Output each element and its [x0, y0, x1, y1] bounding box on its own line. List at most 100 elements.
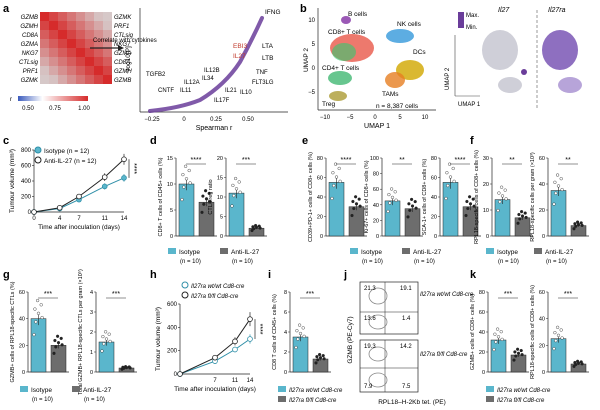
- data-point: [316, 358, 320, 362]
- heatmap-cell: [76, 12, 85, 21]
- umap-xtick: 5: [398, 115, 402, 121]
- y-tick-label: 0: [320, 234, 323, 240]
- data-point: [232, 338, 238, 345]
- heatmap-row-label-right: NKG7: [114, 42, 131, 48]
- bar: [292, 336, 309, 373]
- heatmap-cell: [67, 12, 76, 21]
- legend-text: Anti-IL-27: [231, 249, 260, 256]
- series-line: [179, 318, 251, 375]
- data-point: [444, 196, 448, 201]
- bar: [442, 182, 459, 237]
- volcano-plot: −log10[P] Spearman r −0.25 0 0.25 0.50 I…: [125, 8, 288, 132]
- y-tick-label: 0: [542, 234, 545, 240]
- flow-quadrant: 7.9: [364, 384, 373, 390]
- legend-n: (n = 10): [232, 259, 253, 265]
- volcano-label: IL34: [202, 76, 214, 82]
- y-axis-label: RPL18-specific cells per gram (×10³): [530, 152, 536, 242]
- heatmap-cell: [76, 57, 85, 66]
- heatmap-cell: [85, 48, 94, 57]
- data-point: [334, 175, 339, 179]
- heatmap-cell: [85, 75, 94, 84]
- data-point: [496, 335, 501, 339]
- x-tick-label: 4: [58, 216, 62, 222]
- data-point: [202, 202, 206, 206]
- data-point: [238, 190, 242, 194]
- significance-stars: ****: [191, 157, 202, 164]
- data-point: [184, 177, 189, 181]
- data-point: [519, 348, 523, 353]
- heatmap-cell: [58, 48, 67, 57]
- panel-label-i: i: [268, 269, 271, 281]
- gene-label-il27: Il27: [498, 7, 510, 14]
- data-point: [560, 187, 564, 192]
- legend-text: Il27ra wt/wt Cd8-cre: [497, 388, 551, 394]
- data-point: [410, 204, 415, 208]
- data-point: [108, 339, 112, 343]
- x-tick-label: 11: [232, 378, 239, 384]
- data-point: [318, 352, 322, 357]
- flow-contour: [368, 287, 388, 305]
- umap-xtick: 0: [373, 115, 377, 121]
- volcano-ylabel: −log10[P]: [125, 46, 132, 74]
- flow-xlabel: RPL18–H-2Kb tet. (PE): [378, 399, 446, 406]
- umap-xtick: −5: [347, 115, 355, 121]
- legend-d: Isotype Anti-IL-27 (n = 10) (n = 10): [168, 248, 260, 265]
- data-point: [559, 328, 563, 332]
- legend-swatch: [402, 248, 410, 254]
- x-tick-label: 0: [32, 216, 36, 222]
- heatmap-cell: [40, 12, 49, 21]
- flow-box-top: [359, 281, 419, 335]
- data-point: [555, 173, 560, 177]
- expression-legend-bar: [458, 12, 464, 28]
- data-point: [204, 189, 208, 193]
- panel-label-d: d: [150, 135, 157, 147]
- volcano-xtick: 0: [182, 117, 186, 123]
- data-point: [258, 226, 262, 230]
- heatmap-row-label-right: GZMK: [114, 15, 132, 21]
- heatmap-cell: [103, 12, 112, 21]
- data-point: [519, 210, 524, 214]
- data-point: [247, 336, 253, 342]
- legend-text: Isotype: [497, 249, 518, 256]
- data-point: [351, 199, 355, 204]
- cluster-cd4: [328, 71, 352, 85]
- y-tick-label: 0: [174, 372, 178, 378]
- legend-n: (n = 10): [498, 259, 519, 265]
- cluster-cd8-sub: [332, 43, 356, 61]
- data-point: [232, 194, 236, 198]
- heatmap-cell: [103, 66, 112, 75]
- flow-quadrant: 13.6: [364, 316, 376, 322]
- data-point: [36, 311, 41, 315]
- data-point: [332, 183, 336, 188]
- data-point: [237, 180, 241, 184]
- cluster-label: B cells: [348, 11, 368, 18]
- volcano-label: IL11: [180, 88, 192, 94]
- data-point: [517, 212, 521, 217]
- heatmap-cell: [67, 66, 76, 75]
- cluster-label: DCs: [413, 49, 426, 56]
- data-point: [301, 326, 305, 330]
- y-tick-label: 60: [431, 176, 437, 182]
- data-point: [553, 331, 557, 335]
- bar: [98, 341, 115, 373]
- significance-stars: ****: [256, 324, 263, 335]
- legend-marker: [181, 281, 189, 289]
- y-axis-label: Ki-67+ cells of CD8+ cells (%): [364, 160, 370, 233]
- data-point: [556, 333, 561, 337]
- data-point: [497, 191, 501, 195]
- gene-label-il27ra: Il27ra: [548, 7, 566, 14]
- data-point: [574, 224, 578, 228]
- data-point: [520, 214, 525, 218]
- heatmap-cell: [67, 21, 76, 30]
- series-line: [33, 158, 125, 213]
- data-point: [452, 179, 456, 183]
- y-axis-label: CD8+ T cells of CD45+ cells (%): [158, 157, 164, 236]
- heatmap-cell: [103, 30, 112, 39]
- y-tick-label: 0: [542, 370, 545, 376]
- panel-label-h: h: [150, 269, 157, 281]
- heatmap-cell: [58, 30, 67, 39]
- feature-hotspot: [521, 69, 527, 75]
- bar: [510, 354, 527, 373]
